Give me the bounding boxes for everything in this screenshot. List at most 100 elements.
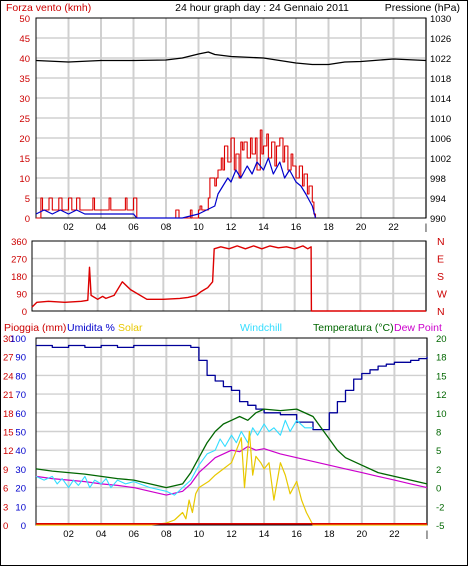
x-tick-label: 16 xyxy=(291,222,302,233)
dew-point-label: Dew Point xyxy=(394,322,442,334)
plot-frame-2 xyxy=(31,240,427,312)
graph-title: 24 hour graph day : 24 Gennaio 2011 xyxy=(175,2,349,14)
y-right-tick-label: 994 xyxy=(430,194,446,205)
temperature-line xyxy=(35,408,428,489)
y-right-tick-label: 12 xyxy=(436,390,447,401)
x-tick-label: 20 xyxy=(357,529,368,540)
y-tick-label: 40 xyxy=(19,54,30,65)
y-right-tick-label: 8 xyxy=(436,428,441,439)
pressure-axis-label: Pressione (hPa) xyxy=(385,2,460,14)
y-tick-label: 20 xyxy=(15,484,26,495)
y-tick-label: 50 xyxy=(19,14,30,25)
x-tick-label: 16 xyxy=(291,529,302,540)
y-tick-label: 9 xyxy=(3,465,8,476)
temperature-label: Temperatura (°C) xyxy=(313,322,394,334)
y-tick-label: 30 xyxy=(3,334,14,345)
plot-layer: 02 04 06 08 10 12 14 16 18 20 22 |05101520253035404… xyxy=(3,14,451,540)
y-right-tick-label: 1018 xyxy=(430,74,451,85)
y-right-tick-label: 2 xyxy=(436,465,441,476)
y-right-tick-label: 998 xyxy=(430,174,446,185)
y-tick-label: 60 xyxy=(15,409,26,420)
y-tick-label: 90 xyxy=(15,353,26,364)
wind-gust-line xyxy=(36,129,317,219)
y-tick-label: 40 xyxy=(15,446,26,457)
x-tick-label: 10 xyxy=(193,222,204,233)
y-right-tick-label: -5 xyxy=(436,521,444,532)
x-tick-label: 22 xyxy=(389,529,400,540)
y-right-tick-label: 990 xyxy=(430,214,446,225)
x-tick-label: | xyxy=(426,529,428,540)
y-right-tick-label: 20 xyxy=(436,334,447,345)
compass-label: N xyxy=(437,236,445,248)
x-tick-label: 06 xyxy=(128,529,139,540)
y-right-tick-label: -2 xyxy=(436,502,444,513)
y-tick-label: 10 xyxy=(19,174,30,185)
y-right-tick-label: 18 xyxy=(436,353,447,364)
dew-point-line xyxy=(35,445,428,496)
wind-axis-label: Forza vento (kmh) xyxy=(6,2,91,14)
y-right-tick-label: 0 xyxy=(436,484,441,495)
y-tick-label: 20 xyxy=(19,134,30,145)
y-tick-label: 12 xyxy=(3,446,14,457)
y-tick-label: 80 xyxy=(15,371,26,382)
humidity-line xyxy=(36,344,428,431)
y-right-tick-label: 1026 xyxy=(430,34,451,45)
x-tick-label: 12 xyxy=(226,529,237,540)
y-right-tick-label: 1022 xyxy=(430,54,451,65)
x-tick-label: 04 xyxy=(96,529,107,540)
y-tick-label: 45 xyxy=(19,34,30,45)
y-tick-label: 18 xyxy=(3,409,14,420)
y-tick-label: 21 xyxy=(3,390,14,401)
y-tick-label: 270 xyxy=(11,255,27,266)
x-tick-label: 14 xyxy=(258,222,269,233)
y-tick-label: 0 xyxy=(3,521,8,532)
rain-label: Pioggia (mm) xyxy=(4,322,66,334)
x-tick-label: 02 xyxy=(63,222,74,233)
compass-label: S xyxy=(437,271,444,283)
y-right-tick-label: 10 xyxy=(436,409,447,420)
y-tick-label: 6 xyxy=(3,484,8,495)
compass-label: N xyxy=(437,306,445,318)
x-tick-label: 18 xyxy=(323,222,334,233)
y-tick-label: 10 xyxy=(15,502,26,513)
plot-frame-1 xyxy=(35,17,427,219)
y-tick-label: 15 xyxy=(3,428,14,439)
windchill-label: Windchill xyxy=(240,322,282,334)
x-tick-label: 22 xyxy=(388,222,399,233)
y-tick-label: 90 xyxy=(16,290,27,301)
y-right-tick-label: 1014 xyxy=(430,94,451,105)
y-tick-label: 30 xyxy=(19,94,30,105)
wind-average-line xyxy=(35,157,317,219)
y-tick-label: 0 xyxy=(21,521,26,532)
x-tick-label: 20 xyxy=(356,222,367,233)
y-right-tick-label: 1010 xyxy=(430,114,451,125)
x-tick-label: 08 xyxy=(161,222,172,233)
y-tick-label: 25 xyxy=(19,114,30,125)
y-tick-label: 100 xyxy=(10,334,26,345)
wind-direction-line xyxy=(31,245,426,312)
y-right-tick-label: 1006 xyxy=(430,134,451,145)
y-tick-label: 360 xyxy=(11,237,27,248)
y-tick-label: 0 xyxy=(25,214,30,225)
y-tick-label: 180 xyxy=(11,272,27,283)
y-tick-label: 24 xyxy=(3,371,14,382)
x-tick-label: 08 xyxy=(161,529,172,540)
y-tick-label: 35 xyxy=(19,74,30,85)
y-right-tick-label: 1002 xyxy=(430,154,451,165)
x-tick-label: 04 xyxy=(96,222,107,233)
y-tick-label: 3 xyxy=(3,502,8,513)
y-tick-label: 27 xyxy=(3,353,14,364)
y-right-tick-label: 15 xyxy=(436,371,447,382)
y-tick-label: 50 xyxy=(15,428,26,439)
x-tick-label: 18 xyxy=(324,529,335,540)
solar-line xyxy=(36,430,427,526)
x-tick-label: | xyxy=(425,222,427,233)
y-tick-label: 70 xyxy=(15,390,26,401)
x-tick-label: 06 xyxy=(128,222,139,233)
y-right-tick-label: 1030 xyxy=(430,14,451,25)
humidity-label: Umidita % xyxy=(67,322,115,334)
x-tick-label: 02 xyxy=(63,529,74,540)
windchill-line xyxy=(35,419,313,496)
